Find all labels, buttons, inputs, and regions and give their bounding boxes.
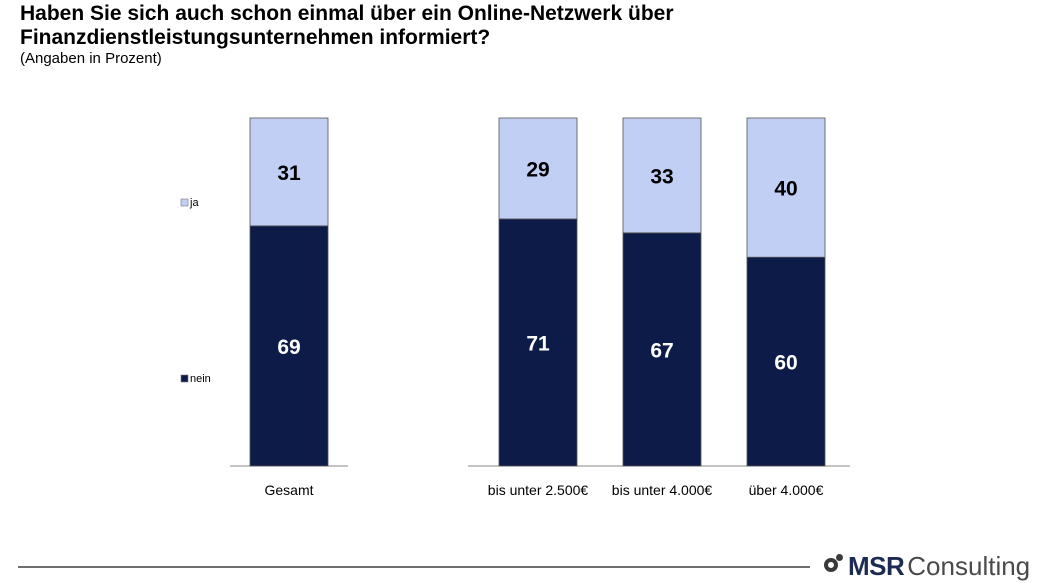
data-label-ja-2: 33 xyxy=(650,165,673,188)
bar-ja-2 xyxy=(622,117,702,234)
logo-text-consulting: Consulting xyxy=(907,550,1031,581)
data-label-nein-0: 69 xyxy=(277,336,300,359)
category-label-1: bis unter 2.500€ xyxy=(488,482,589,498)
bar-nein-1 xyxy=(498,218,578,467)
category-label-0: Gesamt xyxy=(264,482,313,498)
bar-ja-0 xyxy=(249,117,329,227)
bar-ja-3 xyxy=(746,117,826,258)
data-label-ja-1: 29 xyxy=(526,158,549,181)
msr-consulting-logo: MSR Consulting xyxy=(822,548,1030,584)
category-label-3: über 4.000€ xyxy=(749,482,824,498)
chart-subtitle: (Angaben in Prozent) xyxy=(20,50,162,67)
data-label-nein-3: 60 xyxy=(774,352,797,375)
data-label-ja-3: 40 xyxy=(774,178,797,201)
bar-nein-0 xyxy=(249,225,329,467)
footer-divider xyxy=(18,566,810,568)
data-label-nein-2: 67 xyxy=(650,339,673,362)
logo-mark-icon xyxy=(822,552,846,580)
bar-nein-2 xyxy=(622,232,702,467)
category-label-2: bis unter 4.000€ xyxy=(612,482,713,498)
bar-nein-3 xyxy=(746,256,826,467)
bar-ja-1 xyxy=(498,117,578,220)
legend-label-nein: nein xyxy=(190,373,211,385)
data-label-ja-0: 31 xyxy=(277,162,301,185)
legend-swatch-nein xyxy=(180,374,189,383)
legend-label-ja: ja xyxy=(189,197,199,209)
legend-swatch-ja xyxy=(180,198,189,207)
chart-title: Haben Sie sich auch schon einmal über ei… xyxy=(20,2,674,49)
data-label-nein-1: 71 xyxy=(526,332,550,355)
logo-text-msr: MSR xyxy=(848,550,905,581)
